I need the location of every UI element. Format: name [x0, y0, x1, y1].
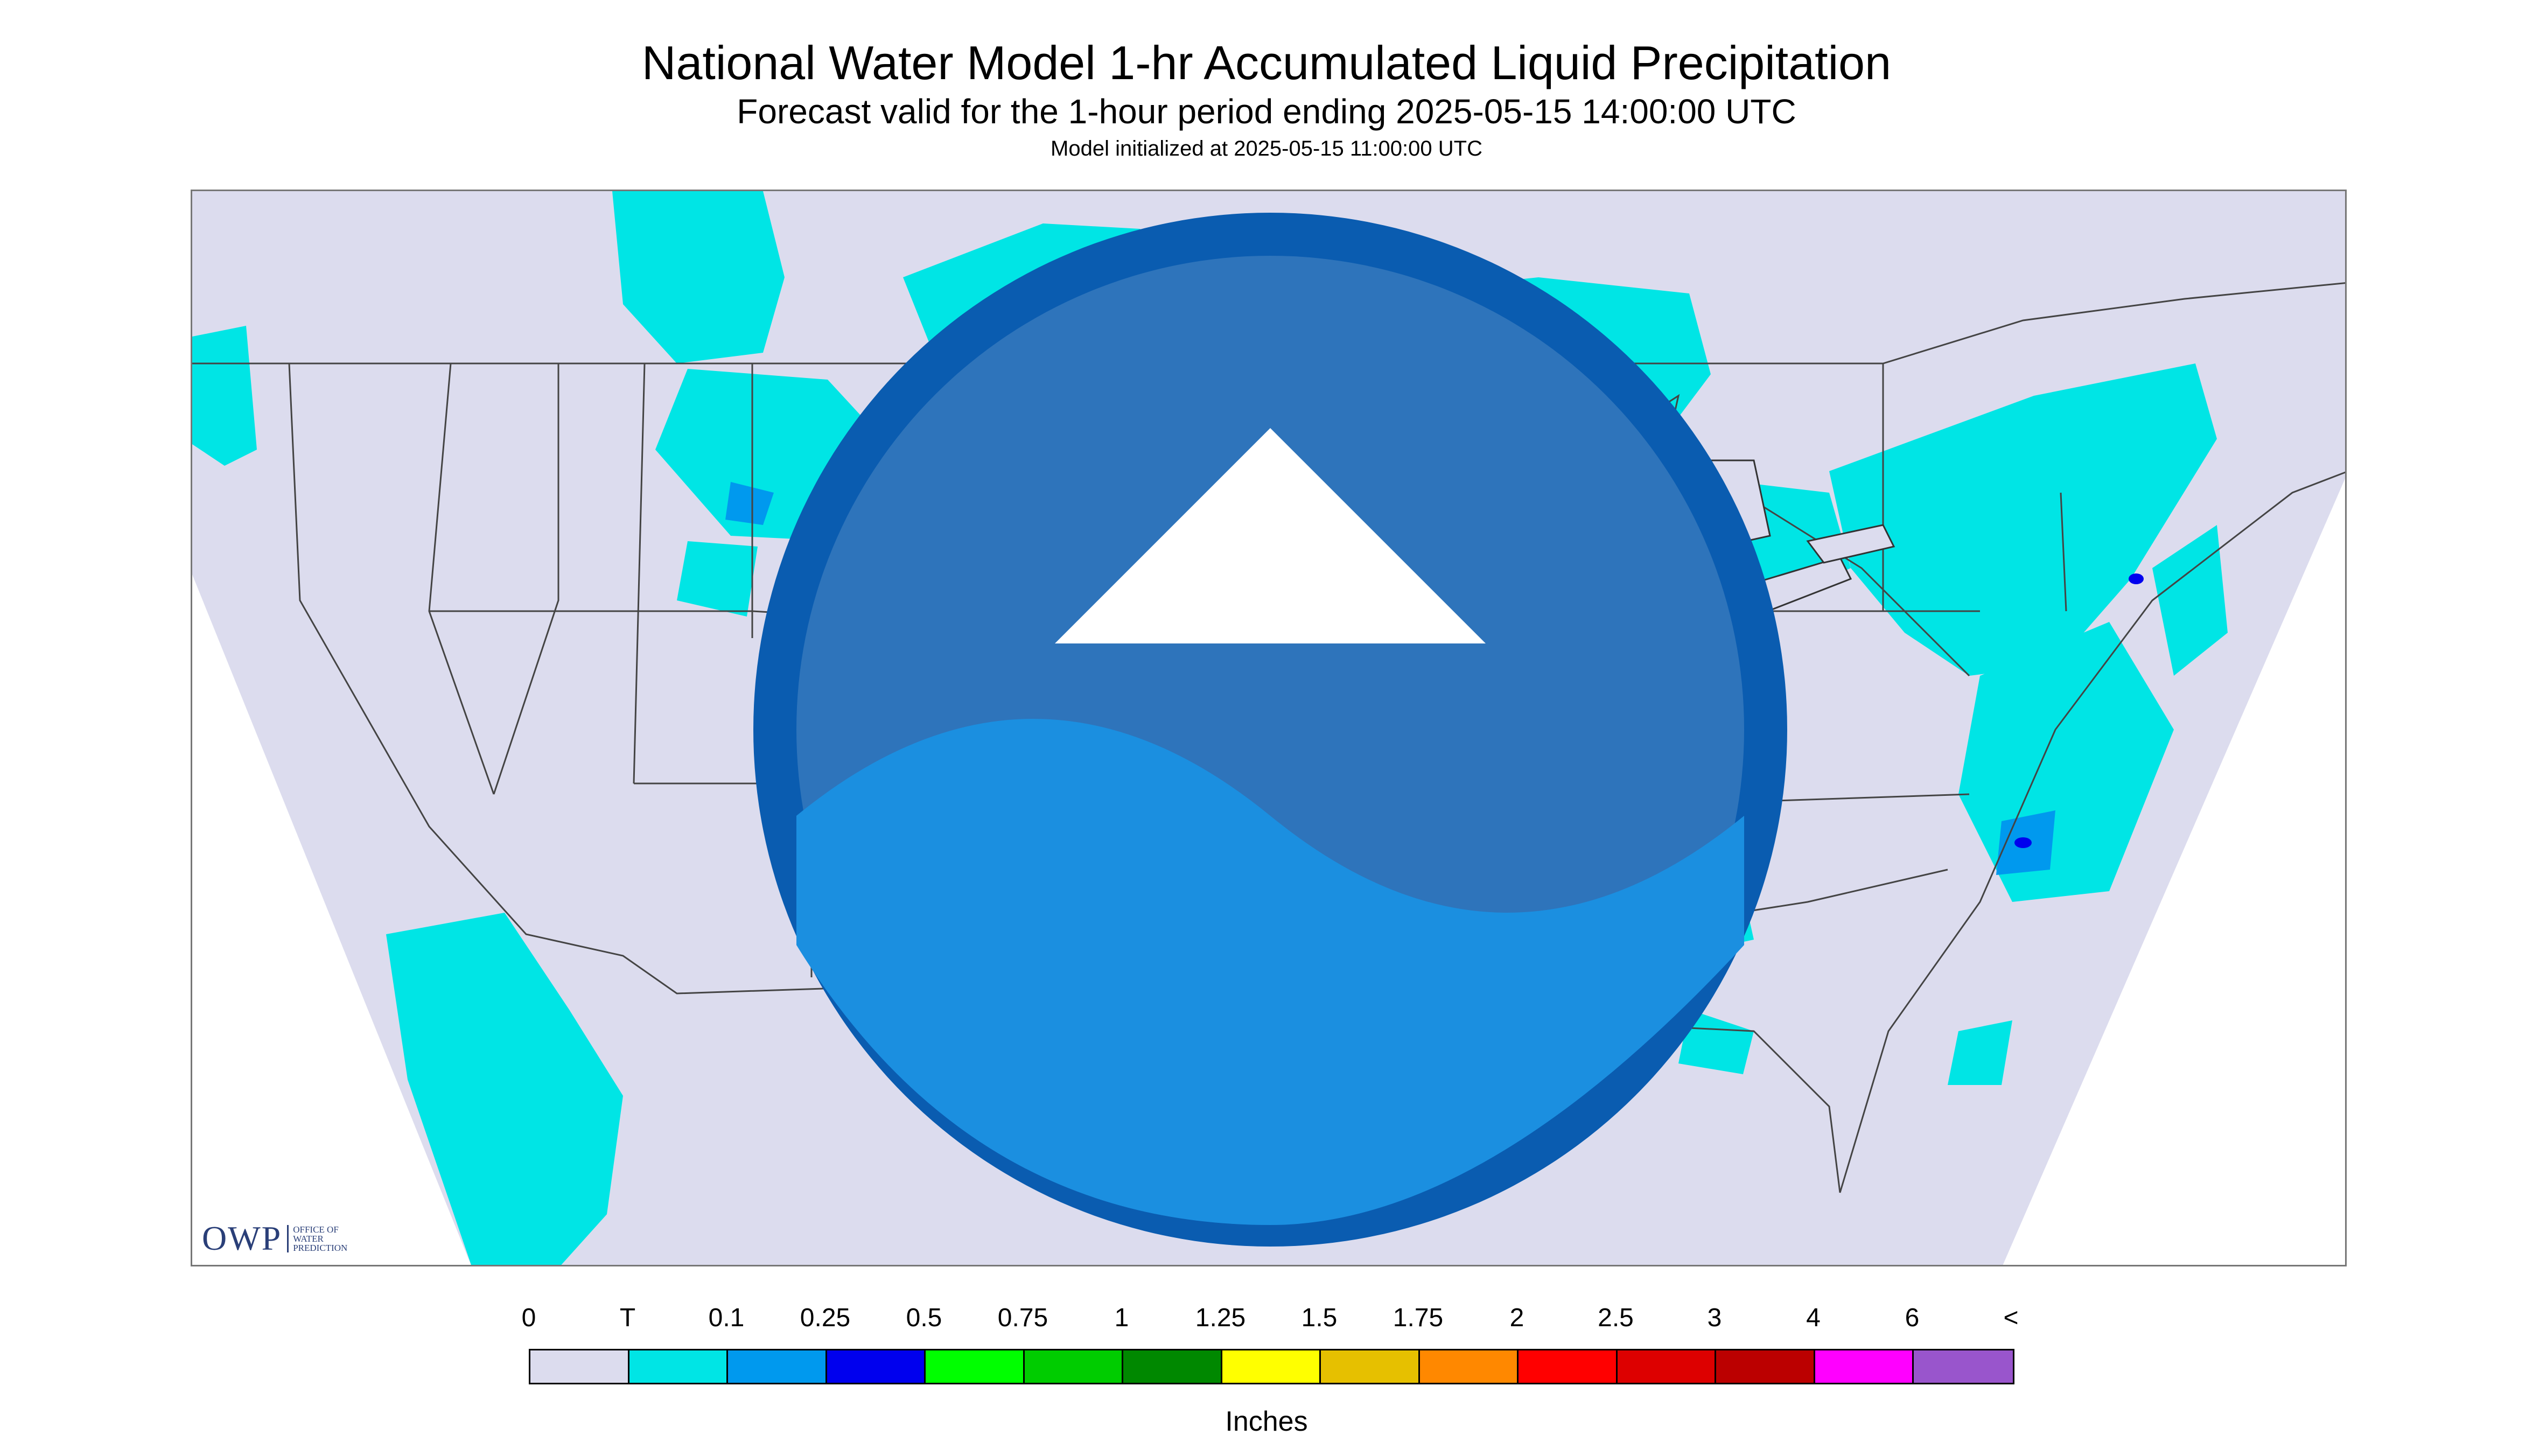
map-title: National Water Model 1-hr Accumulated Li…: [641, 36, 1892, 89]
legend-swatch-13: [1815, 1350, 1914, 1383]
legend-tick-label: 0.25: [800, 1304, 851, 1332]
legend-swatch-11: [1617, 1350, 1716, 1383]
legend-swatch-4: [926, 1350, 1025, 1383]
legend-swatch-12: [1716, 1350, 1815, 1383]
precipitation-map: OWP OFFICE OF WATER PREDICTION: [191, 190, 2347, 1266]
legend-tick-label: 1.5: [1301, 1304, 1338, 1332]
legend-swatch-9: [1419, 1350, 1519, 1383]
owp-logo: OWP OFFICE OF WATER PREDICTION: [202, 1219, 347, 1258]
legend-tick-label: 0.75: [997, 1304, 1048, 1332]
legend-swatch-7: [1222, 1350, 1321, 1383]
noaa-logo-icon: [753, 213, 1787, 1247]
map-subtitle: Forecast valid for the 1-hour period end…: [737, 92, 1796, 131]
legend-swatch-3: [827, 1350, 926, 1383]
legend-tick-label: <: [2003, 1304, 2019, 1332]
legend-swatch-2: [728, 1350, 827, 1383]
legend-tick-label: 1: [1114, 1304, 1129, 1332]
owp-logo-mark: OWP: [202, 1219, 282, 1257]
owp-logo-text: OFFICE OF WATER PREDICTION: [287, 1224, 347, 1252]
legend-tick-label: T: [619, 1304, 636, 1332]
model-init-time: Model initialized at 2025-05-15 11:00:00…: [1051, 137, 1482, 160]
legend-swatch-6: [1123, 1350, 1222, 1383]
legend-swatch-0: [530, 1350, 629, 1383]
legend-tick-label: 4: [1806, 1304, 1821, 1332]
legend-color-bar: [529, 1349, 2014, 1384]
legend-swatch-14: [1914, 1350, 2013, 1383]
legend-tick-label: 0: [521, 1304, 536, 1332]
legend-tick-label: 2.5: [1598, 1304, 1634, 1332]
legend-swatch-1: [629, 1350, 728, 1383]
legend-swatch-10: [1519, 1350, 1618, 1383]
legend-tick-label: 2: [1509, 1304, 1524, 1332]
legend-tick-label: 0.5: [906, 1304, 942, 1332]
legend-units: Inches: [1225, 1406, 1308, 1437]
legend-swatch-5: [1024, 1350, 1123, 1383]
legend-swatch-8: [1321, 1350, 1420, 1383]
legend-tick-label: 1.25: [1195, 1304, 1246, 1332]
legend-tick-label: 1.75: [1393, 1304, 1444, 1332]
legend-tick-label: 6: [1905, 1304, 1920, 1332]
legend-tick-label: 0.1: [708, 1304, 745, 1332]
legend-tick-label: 3: [1707, 1304, 1722, 1332]
